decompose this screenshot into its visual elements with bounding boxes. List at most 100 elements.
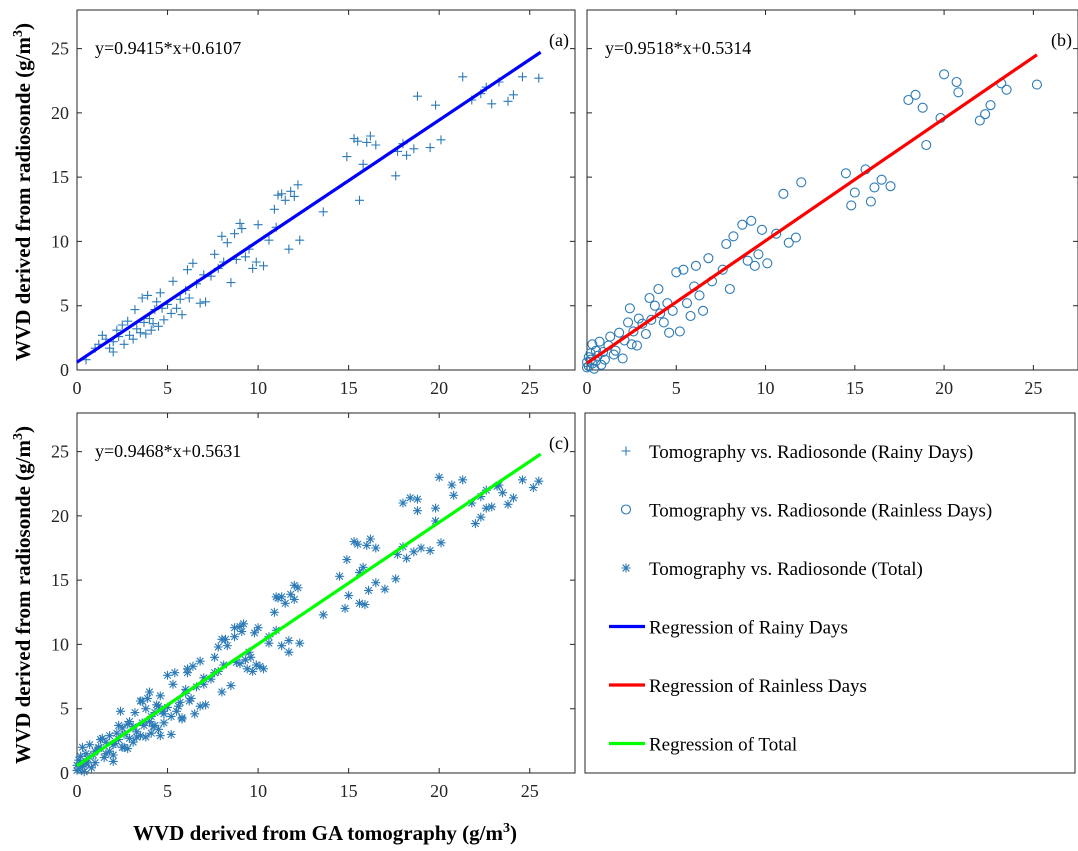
data-point <box>184 293 194 303</box>
legend-item: Regression of Rainless Days <box>609 676 867 697</box>
data-point <box>534 476 544 486</box>
x-tick-label: 15 <box>340 378 358 398</box>
y-tick-label: 20 <box>51 506 69 526</box>
panel-tag: (b) <box>1051 30 1072 51</box>
y-tick-label: 0 <box>60 763 69 783</box>
data-point <box>876 174 887 185</box>
data-point <box>213 642 223 652</box>
data-point <box>284 636 294 646</box>
data-point <box>449 490 459 500</box>
data-point <box>242 664 252 674</box>
data-point <box>108 750 118 760</box>
data-point <box>431 516 441 526</box>
data-point <box>141 732 151 742</box>
data-point <box>226 278 236 288</box>
panel-tag: (c) <box>549 433 569 454</box>
data-point <box>355 567 365 577</box>
data-point <box>756 224 768 235</box>
data-point <box>119 742 129 752</box>
data-point <box>624 303 635 314</box>
data-point <box>141 704 151 714</box>
panel-c: 0 5 10 15 20 25 0 5 10 15 20 25 y=0.9468*x+0.5631 (c) <box>51 412 576 801</box>
data-point <box>425 546 435 556</box>
legend-label: Tomography vs. Radiosonde (Total) <box>649 559 923 580</box>
legend-marker-swatch <box>621 563 631 573</box>
data-point <box>481 503 491 513</box>
data-point <box>508 493 518 503</box>
data-point <box>123 744 133 754</box>
data-point <box>237 224 247 234</box>
data-point <box>703 253 714 264</box>
data-point <box>335 571 345 581</box>
data-point <box>849 187 860 198</box>
data-point <box>517 475 527 485</box>
data-point <box>195 298 205 308</box>
data-point <box>280 598 290 608</box>
data-point <box>210 249 220 259</box>
y-tick-label: 5 <box>60 699 69 719</box>
data-point <box>355 195 365 205</box>
data-point <box>172 303 182 313</box>
data-point <box>412 91 422 101</box>
data-point <box>412 494 422 504</box>
legend-label: Regression of Rainy Days <box>649 618 848 639</box>
data-point <box>163 670 173 680</box>
data-point <box>163 702 173 712</box>
data-point <box>344 591 354 601</box>
data-point <box>917 102 928 113</box>
data-point <box>318 207 328 217</box>
regression-line <box>76 452 542 768</box>
data-point <box>166 729 176 739</box>
data-point <box>721 238 732 250</box>
data-point <box>458 475 468 485</box>
data-point <box>222 238 232 248</box>
data-point <box>681 298 693 309</box>
data-point <box>284 244 294 254</box>
data-point <box>259 664 269 674</box>
data-point <box>199 679 209 689</box>
y-axis-title-top: WVD derived from radiosonde (g/m3) <box>11 23 35 361</box>
data-point <box>980 109 991 120</box>
data-point <box>97 733 107 743</box>
data-point <box>476 492 486 502</box>
regression-equation: y=0.9468*x+0.5631 <box>95 441 241 461</box>
data-point <box>210 652 220 662</box>
data-point <box>293 583 303 593</box>
data-point <box>128 737 138 747</box>
data-point <box>953 87 964 98</box>
data-point <box>249 628 259 638</box>
x-tick-label: 5 <box>163 781 172 801</box>
x-tick-label: 10 <box>249 378 267 398</box>
data-point <box>115 706 125 716</box>
data-point <box>74 764 84 774</box>
data-point <box>318 610 328 620</box>
data-point <box>425 143 435 153</box>
data-point <box>182 265 192 275</box>
data-point <box>166 308 176 318</box>
data-point <box>594 336 605 347</box>
data-point <box>125 330 135 340</box>
data-point <box>108 740 118 750</box>
data-point <box>168 679 178 689</box>
data-point <box>623 317 634 328</box>
data-point <box>284 647 294 657</box>
data-point <box>685 310 696 322</box>
data-point <box>614 327 625 338</box>
data-point <box>728 231 739 242</box>
data-point <box>172 706 182 716</box>
data-point <box>201 700 211 710</box>
data-point <box>239 619 249 629</box>
data-point <box>114 720 124 730</box>
data-point <box>1001 84 1012 95</box>
data-point <box>277 189 287 199</box>
y-tick-label: 10 <box>51 231 69 251</box>
data-point <box>90 758 100 768</box>
data-point <box>796 177 807 188</box>
data-point <box>646 314 657 325</box>
data-point <box>869 182 880 193</box>
x-tick-label: 25 <box>521 781 539 801</box>
data-point <box>402 150 412 160</box>
data-point <box>123 719 133 729</box>
data-point <box>289 594 299 604</box>
data-point <box>342 152 352 162</box>
